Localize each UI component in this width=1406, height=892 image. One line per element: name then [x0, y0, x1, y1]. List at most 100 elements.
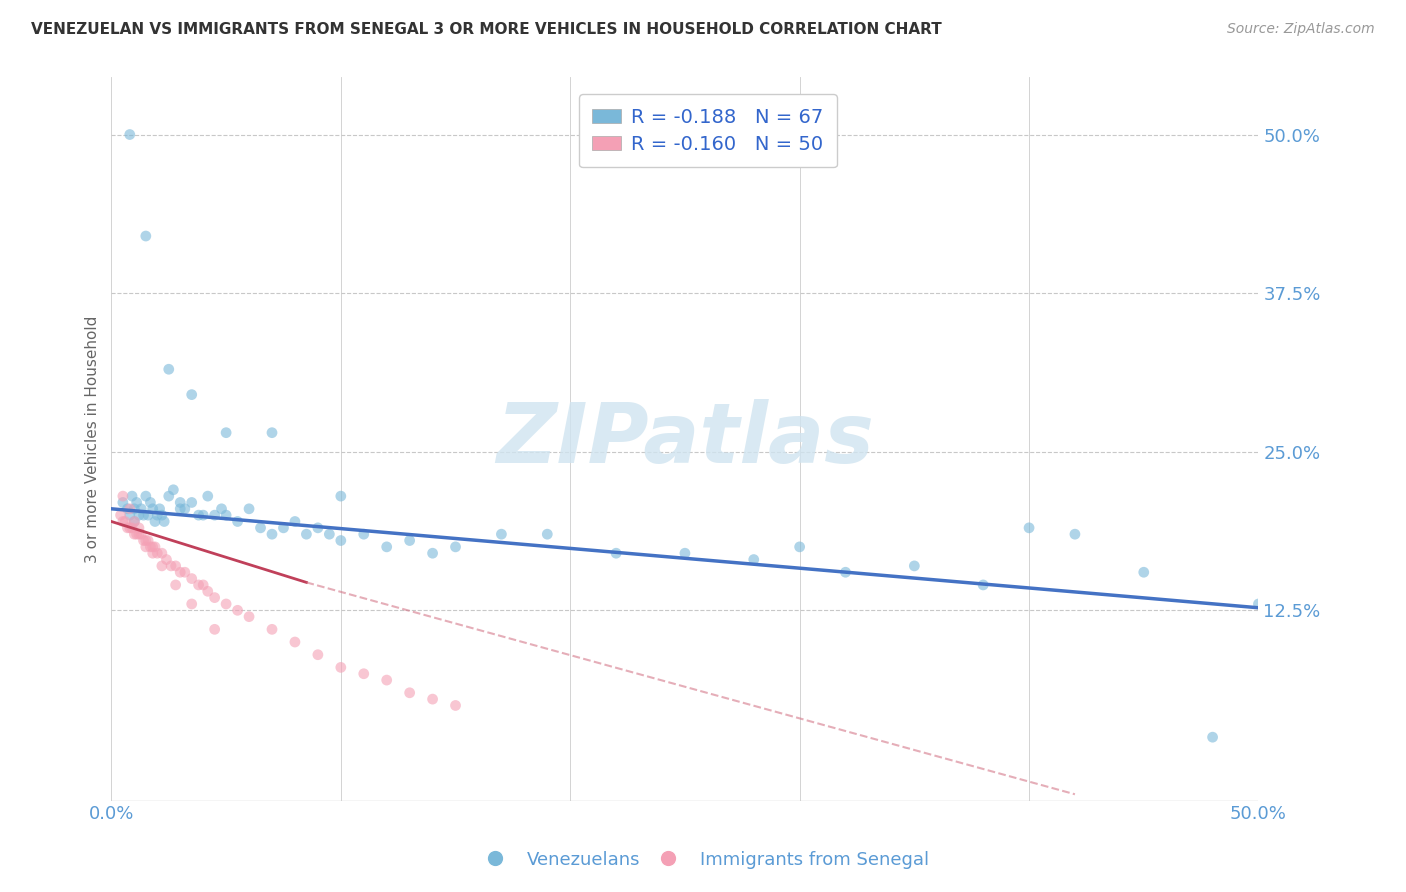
Point — [273, 521, 295, 535]
Point — [142, 540, 165, 554]
Point — [834, 566, 856, 580]
Point — [673, 546, 696, 560]
Point — [118, 501, 141, 516]
Point — [187, 508, 209, 523]
Point — [111, 495, 134, 509]
Point — [128, 521, 150, 535]
Point — [132, 508, 155, 523]
Point — [149, 501, 172, 516]
Point — [169, 566, 191, 580]
Legend: Venezuelans, Immigrants from Senegal: Venezuelans, Immigrants from Senegal — [470, 844, 936, 876]
Point — [124, 515, 146, 529]
Point — [136, 508, 159, 523]
Text: Source: ZipAtlas.com: Source: ZipAtlas.com — [1227, 22, 1375, 37]
Point — [197, 584, 219, 599]
Point — [117, 521, 139, 535]
Point — [536, 527, 558, 541]
Point — [136, 533, 159, 548]
Point — [295, 527, 318, 541]
Point — [238, 609, 260, 624]
Point — [128, 508, 150, 523]
Point — [422, 692, 444, 706]
Text: ZIPatlas: ZIPatlas — [496, 399, 875, 480]
Point — [142, 501, 165, 516]
Point — [114, 515, 136, 529]
Point — [165, 558, 187, 573]
Point — [111, 515, 134, 529]
Point — [157, 362, 180, 376]
Point — [129, 501, 152, 516]
Point — [444, 540, 467, 554]
Point — [110, 508, 132, 523]
Point — [169, 501, 191, 516]
Point — [329, 660, 352, 674]
Point — [117, 501, 139, 516]
Point — [150, 546, 173, 560]
Point — [1132, 566, 1154, 580]
Point — [139, 495, 162, 509]
Point — [118, 128, 141, 142]
Point — [124, 501, 146, 516]
Legend: R = -0.188   N = 67, R = -0.160   N = 50: R = -0.188 N = 67, R = -0.160 N = 50 — [579, 95, 837, 168]
Point — [742, 552, 765, 566]
Point — [491, 527, 513, 541]
Point — [146, 508, 169, 523]
Point — [132, 533, 155, 548]
Point — [318, 527, 340, 541]
Point — [128, 527, 150, 541]
Point — [260, 527, 283, 541]
Point — [329, 533, 352, 548]
Point — [1201, 730, 1223, 744]
Point — [605, 546, 627, 560]
Point — [135, 489, 157, 503]
Point — [124, 527, 146, 541]
Point — [260, 623, 283, 637]
Point — [238, 501, 260, 516]
Point — [353, 527, 375, 541]
Point — [150, 558, 173, 573]
Point — [284, 635, 307, 649]
Point — [193, 578, 215, 592]
Point — [375, 673, 398, 687]
Point — [169, 495, 191, 509]
Point — [143, 540, 166, 554]
Point — [903, 558, 925, 573]
Point — [155, 552, 177, 566]
Point — [204, 623, 226, 637]
Point — [121, 489, 143, 503]
Point — [125, 527, 148, 541]
Point — [139, 540, 162, 554]
Point — [121, 521, 143, 535]
Point — [125, 495, 148, 509]
Point — [180, 495, 202, 509]
Point — [307, 521, 329, 535]
Point — [111, 489, 134, 503]
Point — [118, 521, 141, 535]
Point — [143, 515, 166, 529]
Point — [215, 508, 238, 523]
Point — [226, 603, 249, 617]
Point — [146, 546, 169, 560]
Point — [211, 501, 233, 516]
Point — [375, 540, 398, 554]
Point — [135, 229, 157, 244]
Point — [153, 515, 176, 529]
Point — [157, 489, 180, 503]
Point — [1018, 521, 1040, 535]
Point — [353, 666, 375, 681]
Point — [162, 483, 184, 497]
Point — [180, 572, 202, 586]
Point — [444, 698, 467, 713]
Point — [284, 515, 307, 529]
Point — [329, 489, 352, 503]
Point — [118, 508, 141, 523]
Point — [204, 591, 226, 605]
Point — [789, 540, 811, 554]
Point — [260, 425, 283, 440]
Point — [124, 515, 146, 529]
Point — [1247, 597, 1270, 611]
Point — [398, 686, 420, 700]
Point — [173, 566, 195, 580]
Point — [249, 521, 271, 535]
Point — [129, 527, 152, 541]
